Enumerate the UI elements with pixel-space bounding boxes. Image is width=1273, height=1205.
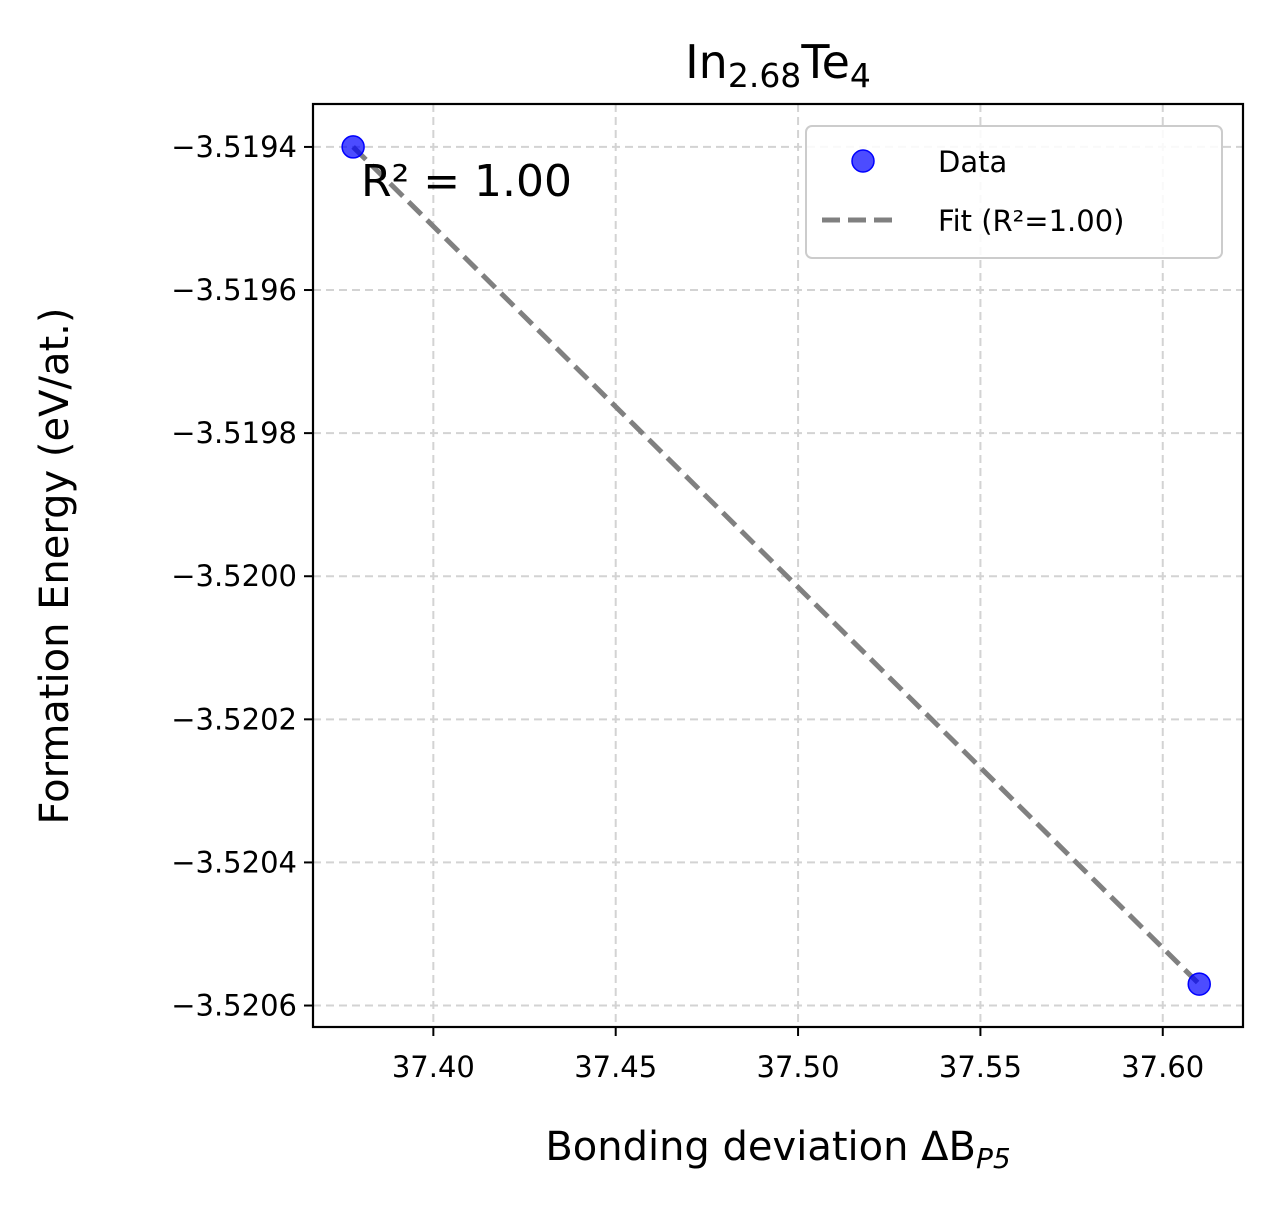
x-axis-title: Bonding deviation ΔBP5 (545, 1124, 1010, 1175)
chart-title: In2.68Te4 (685, 35, 871, 95)
legend-label-data: Data (938, 145, 1007, 179)
legend-box (805, 125, 1223, 259)
x-axis-title-base: Bonding deviation ΔB (545, 1124, 976, 1170)
x-axis-title-sub: P5 (976, 1142, 1011, 1175)
r2-annotation: R² = 1.00 (361, 156, 572, 207)
y-tick-label: −3.5200 (171, 559, 297, 593)
x-tick-label: 37.60 (1121, 1050, 1204, 1084)
plot-frame (311, 102, 1245, 1029)
y-axis: −3.5194 −3.5196 −3.5198 −3.5200 −3.5202 −3.52… (171, 130, 313, 1023)
x-axis: 37.40 37.45 37.50 37.55 37.60 (392, 1027, 1204, 1084)
x-tick-label: 37.45 (574, 1050, 657, 1084)
y-tick-label: −3.5204 (171, 845, 297, 879)
legend-marker-data (851, 149, 875, 173)
x-tick-label: 37.40 (392, 1050, 475, 1084)
title-sub2: 4 (850, 56, 871, 95)
title-sub1: 2.68 (728, 56, 801, 95)
data-series (341, 135, 1211, 996)
y-tick-label: −3.5202 (171, 702, 297, 736)
title-mid: Te (800, 35, 850, 89)
fit-series (351, 145, 1201, 986)
data-point (1187, 972, 1211, 996)
x-tick-label: 37.55 (939, 1050, 1022, 1084)
y-axis-title: Formation Energy (eV/at.) (32, 308, 78, 825)
legend-label-fit: Fit (R²=1.00) (938, 204, 1125, 238)
y-tick-label: −3.5198 (171, 416, 297, 450)
y-tick-label: −3.5196 (171, 273, 297, 307)
legend: Data Fit (R²=1.00) (805, 125, 1223, 259)
title-base: In (685, 35, 728, 89)
y-tick-label: −3.5194 (171, 130, 297, 164)
y-tick-label: −3.5206 (171, 989, 297, 1023)
x-tick-label: 37.50 (757, 1050, 840, 1084)
data-point (341, 135, 365, 159)
fit-line (351, 145, 1201, 986)
